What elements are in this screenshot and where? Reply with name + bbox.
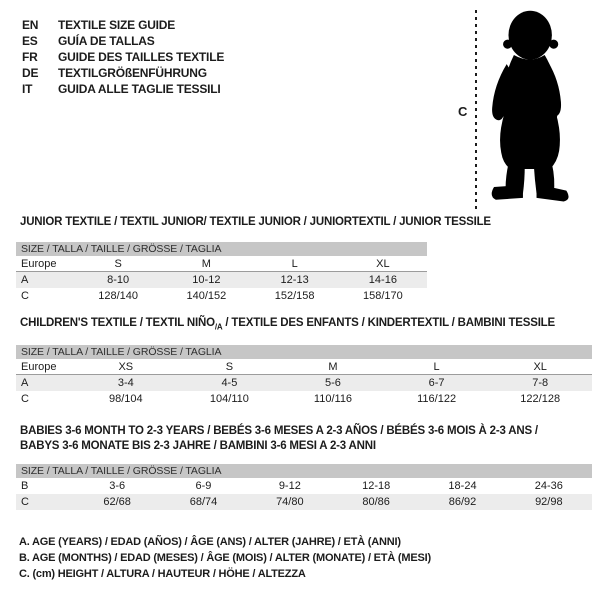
legend-line-c: C. (cm) HEIGHT / ALTURA / HAUTEUR / HÖHE… <box>19 568 306 580</box>
title-text: CHILDREN'S TEXTILE / TEXTIL NIÑO <box>20 317 215 329</box>
table-row-b: B 3-6 6-9 9-12 12-18 18-24 24-36 <box>16 478 592 494</box>
junior-size-table: SIZE / TALLA / TAILLE / GRÖSSE / TAGLIA … <box>16 242 427 304</box>
table-row-c: C 98/104 104/110 110/116 116/122 122/128 <box>16 391 592 407</box>
baby-silhouette-icon <box>491 10 569 202</box>
lang-code: DE <box>22 66 39 80</box>
cell-value: 3-6 <box>109 480 126 492</box>
lang-label: GUIDE DES TAILLES TEXTILE <box>58 50 225 64</box>
lang-code: ES <box>22 34 38 48</box>
cell-value: 7-8 <box>532 377 549 389</box>
lang-row-de: DE TEXTILGRÖßENFÜHRUNG <box>22 65 224 81</box>
row-label: C <box>21 290 29 302</box>
cell-value: 110/116 <box>313 393 353 405</box>
height-c-label: C <box>458 104 468 119</box>
legend-line-b: B. AGE (MONTHS) / EDAD (MESES) / ÂGE (MO… <box>19 552 431 564</box>
row-label: C <box>21 393 29 405</box>
size-col-header: M <box>328 361 338 373</box>
cell-value: 152/158 <box>274 290 315 302</box>
lang-label: TEXTILE SIZE GUIDE <box>58 18 176 32</box>
language-header: EN TEXTILE SIZE GUIDE ES GUÍA DE TALLAS … <box>22 17 224 97</box>
table-row-c: C 128/140 140/152 152/158 158/170 <box>16 288 427 304</box>
cell-value: 8-10 <box>107 274 130 286</box>
children-size-table: SIZE / TALLA / TAILLE / GRÖSSE / TAGLIA … <box>16 345 592 407</box>
size-columns-row: Europe S M L XL <box>16 256 427 272</box>
cell-value: 116/122 <box>417 393 457 405</box>
cell-value: 92/98 <box>535 496 563 508</box>
cell-value: 12-13 <box>280 274 309 286</box>
lang-row-en: EN TEXTILE SIZE GUIDE <box>22 17 224 33</box>
title-subscript: /A <box>214 322 223 332</box>
size-col-header: L <box>291 258 298 270</box>
cell-value: 158/170 <box>362 290 403 302</box>
table-row-a: A 3-4 4-5 5-6 6-7 7-8 <box>16 375 592 391</box>
cell-value: 6-9 <box>195 480 212 492</box>
size-col-header: XS <box>118 361 134 373</box>
region-label: Europe <box>21 258 57 270</box>
cell-value: 6-7 <box>428 377 445 389</box>
size-col-header: L <box>433 361 440 373</box>
cell-value: 68/74 <box>189 496 218 508</box>
cell-value: 104/110 <box>209 393 249 405</box>
measurement-legend: A. AGE (YEARS) / EDAD (AÑOS) / ÂGE (ANS)… <box>19 534 431 582</box>
row-label: A <box>21 274 29 286</box>
title-line-2: BABYS 3-6 MONATE BIS 2-3 JAHRE / BAMBINI… <box>20 440 376 452</box>
cell-value: 140/152 <box>186 290 227 302</box>
lang-label: TEXTILGRÖßENFÜHRUNG <box>58 66 207 80</box>
cell-value: 10-12 <box>192 274 221 286</box>
cell-value: 5-6 <box>325 377 341 389</box>
title-line-1: BABIES 3-6 MONTH TO 2-3 YEARS / BEBÉS 3-… <box>20 425 538 437</box>
cell-value: 3-4 <box>117 377 134 389</box>
cell-value: 62/68 <box>103 496 131 508</box>
cell-value: 9-12 <box>278 480 301 492</box>
height-measure-line <box>475 10 477 212</box>
size-col-header: S <box>114 258 122 270</box>
lang-row-es: ES GUÍA DE TALLAS <box>22 33 224 49</box>
cell-value: 24-36 <box>534 480 563 492</box>
height-figure: C <box>450 6 580 218</box>
size-header-bar: SIZE / TALLA / TAILLE / GRÖSSE / TAGLIA <box>16 464 592 478</box>
cell-value: 86/92 <box>448 496 477 508</box>
babies-size-table: SIZE / TALLA / TAILLE / GRÖSSE / TAGLIA … <box>16 464 592 510</box>
cell-value: 128/140 <box>98 290 138 302</box>
lang-code: IT <box>22 82 33 96</box>
children-table-title: CHILDREN'S TEXTILE / TEXTIL NIÑO/A / TEX… <box>20 317 555 331</box>
babies-table-title: BABIES 3-6 MONTH TO 2-3 YEARS / BEBÉS 3-… <box>20 424 538 454</box>
cell-value: 122/128 <box>520 393 561 405</box>
size-col-header: XL <box>533 361 547 373</box>
cell-value: 74/80 <box>276 496 304 508</box>
size-col-header: XL <box>376 258 390 270</box>
cell-value: 98/104 <box>108 393 143 405</box>
junior-table-title: JUNIOR TEXTILE / TEXTIL JUNIOR/ TEXTILE … <box>20 216 491 228</box>
lang-code: EN <box>22 18 39 32</box>
row-label: B <box>21 480 29 492</box>
size-header-bar: SIZE / TALLA / TAILLE / GRÖSSE / TAGLIA <box>16 242 427 256</box>
region-label: Europe <box>21 361 57 373</box>
lang-label: GUÍA DE TALLAS <box>58 34 155 48</box>
lang-label: GUIDA ALLE TAGLIE TESSILI <box>58 82 221 96</box>
size-columns-row: Europe XS S M L XL <box>16 359 592 375</box>
cell-value: 4-5 <box>221 377 238 389</box>
table-row-c: C 62/68 68/74 74/80 80/86 86/92 92/98 <box>16 494 592 510</box>
size-col-header: S <box>225 361 234 373</box>
table-row-a: A 8-10 10-12 12-13 14-16 <box>16 272 427 288</box>
row-label: C <box>21 496 29 508</box>
size-header-bar: SIZE / TALLA / TAILLE / GRÖSSE / TAGLIA <box>16 345 592 359</box>
cell-value: 80/86 <box>362 496 390 508</box>
cell-value: 18-24 <box>448 480 477 492</box>
lang-code: FR <box>22 50 38 64</box>
cell-value: 14-16 <box>368 274 397 286</box>
lang-row-it: IT GUIDA ALLE TAGLIE TESSILI <box>22 81 224 97</box>
cell-value: 12-18 <box>362 480 391 492</box>
lang-row-fr: FR GUIDE DES TAILLES TEXTILE <box>22 49 224 65</box>
legend-line-a: A. AGE (YEARS) / EDAD (AÑOS) / ÂGE (ANS)… <box>19 536 401 548</box>
row-label: A <box>21 377 29 389</box>
size-col-header: M <box>201 258 211 270</box>
title-text: / TEXTILE DES ENFANTS / KINDERTEXTIL / B… <box>222 317 555 329</box>
